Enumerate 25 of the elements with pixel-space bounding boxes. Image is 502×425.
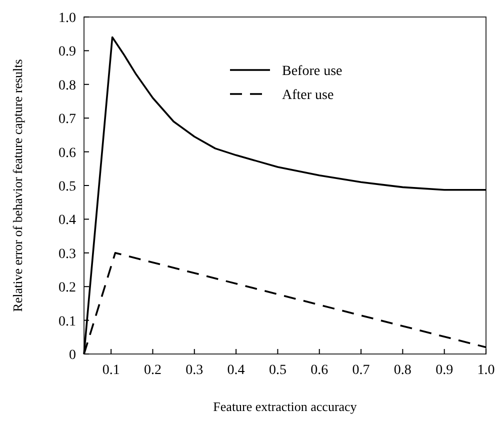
y-tick-label: 0.3 [58, 246, 76, 262]
x-tick-label: 0.2 [144, 363, 162, 378]
y-tick-label: 0.8 [58, 78, 76, 94]
x-tick-label: 0.5 [268, 363, 286, 378]
x-tick-label: 0.6 [310, 363, 328, 378]
legend-label: After use [282, 88, 334, 103]
x-tick-label: 0.3 [186, 363, 204, 378]
x-tick-label: 0.4 [227, 363, 245, 378]
legend-label: Before use [282, 64, 342, 79]
y-tick-label: 0.9 [58, 44, 76, 60]
y-tick-label: 0.6 [58, 146, 76, 161]
y-tick-label: 0.7 [58, 112, 76, 128]
x-tick-label: 0.7 [352, 363, 370, 378]
y-tick-label: 1.0 [58, 11, 76, 26]
y-tick-label: 0.2 [58, 280, 76, 296]
x-axis-title: Feature extraction accuracy [213, 399, 358, 414]
x-tick-label: 0.1 [102, 363, 120, 378]
x-tick-label: 0.8 [394, 363, 412, 378]
y-tick-label: 0.5 [58, 180, 76, 194]
y-tick-label: 0 [69, 348, 76, 363]
y-tick-label: 0.1 [58, 314, 76, 330]
x-tick-label: 1.0 [477, 363, 495, 378]
y-tick-label: 0.4 [58, 213, 76, 228]
y-axis-title: Relative error of behavior feature capture results [10, 59, 25, 312]
x-tick-label: 0.9 [436, 363, 454, 378]
